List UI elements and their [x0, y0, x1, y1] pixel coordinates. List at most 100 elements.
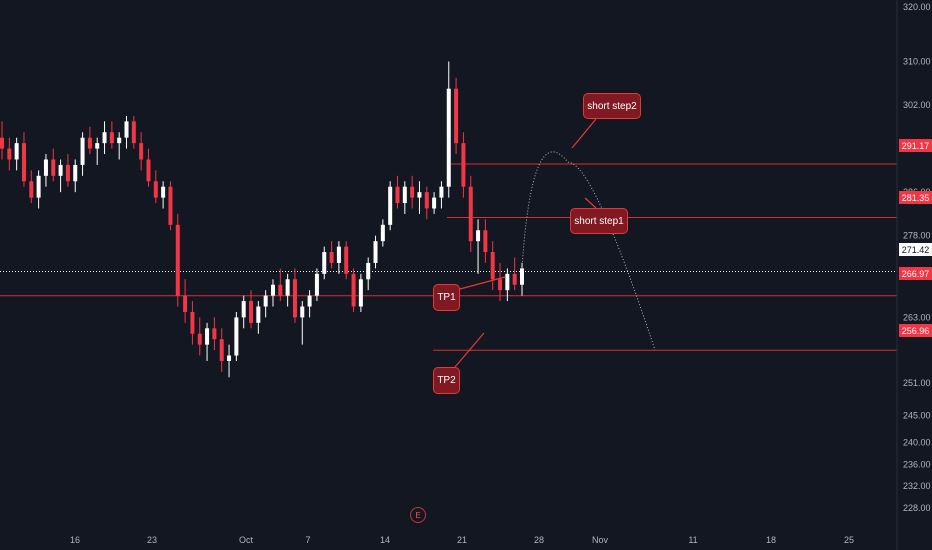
candle-body — [14, 143, 19, 160]
candle — [58, 159, 63, 193]
candle-body — [344, 246, 349, 274]
y-tick-label: 302.00 — [903, 100, 931, 110]
candle-body — [439, 186, 444, 198]
y-tick-label: 310.00 — [903, 56, 931, 66]
candle-body — [505, 273, 510, 291]
candle-body — [351, 273, 356, 307]
candle-body — [476, 230, 481, 242]
candle-body — [139, 143, 144, 160]
candle-body — [175, 224, 180, 296]
callout-tp1[interactable]: TP1 — [433, 284, 460, 311]
candle-body — [270, 284, 275, 296]
candle-body — [468, 186, 473, 242]
candle — [424, 186, 429, 220]
candle — [241, 295, 246, 329]
candle — [373, 235, 378, 269]
candle-body — [395, 186, 400, 204]
candle-body — [520, 268, 524, 285]
candle-body — [0, 137, 4, 149]
y-tick-label: 240.00 — [903, 438, 931, 448]
candle — [336, 241, 341, 274]
candle — [21, 132, 26, 187]
y-tick-label: 236.00 — [903, 459, 931, 469]
candle — [417, 181, 422, 214]
callout-tp2[interactable]: TP2 — [433, 367, 460, 394]
candle — [139, 132, 144, 171]
candle-body — [51, 159, 56, 176]
candle — [87, 126, 92, 155]
candle — [270, 279, 275, 307]
candle — [351, 268, 356, 312]
candle — [102, 121, 107, 155]
candle-body — [358, 279, 363, 307]
candle-body — [307, 295, 312, 307]
candle-body — [190, 311, 195, 334]
candle — [358, 273, 363, 312]
candle — [505, 268, 510, 302]
candle-body — [183, 295, 188, 312]
candle — [146, 148, 151, 187]
candle — [483, 219, 488, 263]
candle-body — [21, 143, 26, 182]
candle — [29, 170, 34, 204]
candle-body — [87, 137, 92, 149]
candle-body — [512, 273, 517, 285]
x-tick-label: Nov — [592, 535, 609, 545]
candle-body — [292, 279, 297, 318]
x-tick-label: 14 — [380, 535, 390, 545]
candle-body — [336, 246, 341, 263]
candle — [153, 170, 158, 204]
candle-body — [461, 143, 466, 187]
candle — [366, 257, 371, 291]
projection-path — [521, 151, 656, 351]
candle — [131, 115, 136, 149]
callout-arrow — [454, 332, 485, 368]
candle-body — [29, 181, 34, 198]
candle-body — [373, 241, 378, 263]
callout-short-step1[interactable]: short step1 — [570, 208, 628, 234]
candle-body — [249, 301, 254, 323]
candle-body — [65, 164, 70, 182]
candle-body — [58, 164, 63, 176]
y-tick-label: 232.00 — [903, 481, 931, 491]
candle-body — [95, 143, 100, 149]
callout-arrow — [571, 118, 597, 149]
candle — [322, 246, 327, 280]
x-tick-label: 21 — [457, 535, 467, 545]
candle — [249, 290, 254, 329]
candle — [219, 328, 224, 372]
y-tick-label: 245.00 — [903, 410, 931, 420]
x-tick-label: 16 — [70, 535, 80, 545]
candle — [51, 148, 56, 182]
candle-body — [388, 186, 393, 225]
candle — [446, 61, 451, 198]
candle-body — [234, 317, 239, 356]
candle-body — [366, 262, 371, 280]
candle-body — [256, 306, 261, 323]
candle — [380, 219, 385, 247]
candle-body — [153, 181, 158, 198]
candle — [278, 268, 283, 302]
candle — [43, 154, 48, 187]
y-tick-label: 320.00 — [903, 2, 931, 12]
candle — [175, 213, 180, 307]
candle-body — [102, 132, 107, 144]
callout-short-step2[interactable]: short step2 — [583, 93, 641, 119]
x-tick-label: 7 — [305, 535, 310, 545]
candle — [490, 241, 495, 291]
candle — [439, 181, 444, 209]
earnings-marker[interactable]: E — [410, 507, 426, 523]
candle-body — [263, 295, 268, 307]
candle-body — [241, 301, 246, 318]
candle-body — [146, 159, 151, 182]
candle — [73, 159, 78, 193]
candle-body — [285, 279, 290, 296]
x-tick-label: 11 — [688, 535, 697, 545]
candle-body — [380, 224, 385, 242]
candle — [395, 175, 400, 209]
x-tick-label: 25 — [844, 535, 854, 545]
candle-body — [227, 355, 232, 361]
candle-body — [278, 284, 283, 296]
